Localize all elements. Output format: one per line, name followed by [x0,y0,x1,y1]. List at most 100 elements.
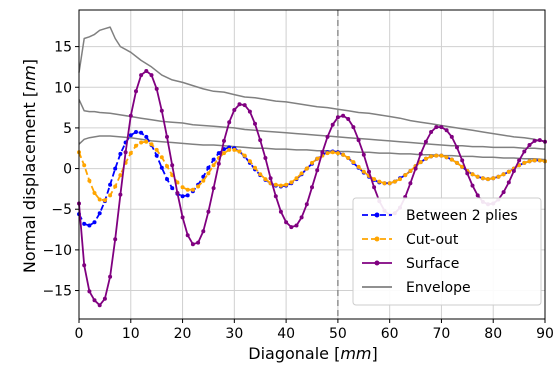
data-point-surface [408,181,413,186]
y-tick-label: −5 [51,202,72,218]
data-point-surface [227,120,232,125]
data-point-cut-out [185,187,190,192]
data-point-surface [102,296,107,301]
data-point-surface [263,156,268,160]
data-point-cut-out [325,151,330,156]
series-line-envelope-4 [78,99,546,150]
data-point-between-2-plies [118,151,123,156]
data-point-cut-out [190,187,195,192]
data-point-between-2-plies [82,221,87,226]
data-point-surface [522,149,527,154]
data-point-cut-out [361,169,366,174]
data-point-cut-out [211,163,216,168]
x-tick-label: 20 [174,326,192,342]
data-point-cut-out [341,152,346,157]
data-point-cut-out [87,178,92,183]
data-point-cut-out [403,173,408,178]
x-tick-label: 0 [75,326,84,342]
data-point-cut-out [335,151,340,156]
data-point-surface [465,171,470,176]
data-point-surface [517,158,522,163]
ticks: 0 10 20 30 40 50 60 70 80 90 −15 −10 −5 0 5 10 15 [42,40,553,342]
data-point-cut-out [491,176,496,181]
data-point-between-2-plies [165,177,169,182]
data-point-cut-out [532,158,537,163]
data-point-between-2-plies [97,211,102,216]
data-point-between-2-plies [180,194,185,199]
x-tick-label: 80 [484,326,502,342]
data-point-cut-out [113,184,118,189]
data-point-surface [97,303,102,308]
data-point-between-2-plies [201,174,206,179]
data-point-cut-out [449,157,454,162]
data-point-cut-out [196,184,201,189]
data-point-cut-out [444,155,449,160]
legend: Between 2 plies Cut-out Surface Envelope [352,197,542,306]
data-point-surface [273,194,278,199]
legend-label-between-2-plies: Between 2 plies [406,208,518,224]
data-point-surface [118,192,123,197]
data-point-cut-out [434,153,439,158]
data-point-surface [460,158,465,163]
data-point-surface [367,169,371,174]
data-point-cut-out [506,169,511,174]
data-point-surface [211,186,216,191]
data-point-surface [92,298,97,303]
data-point-surface [149,73,154,78]
x-axis-unit: mm [340,344,371,363]
data-point-surface [423,139,428,144]
data-point-cut-out [154,147,159,152]
data-point-cut-out [527,159,532,164]
data-point-surface [506,180,511,185]
y-axis-unit: nm [20,65,39,91]
data-point-cut-out [398,177,402,182]
data-point-surface [216,161,221,166]
data-point-surface [165,134,169,139]
data-point-cut-out [377,179,382,184]
data-point-between-2-plies [134,130,138,134]
data-point-cut-out [382,181,387,186]
data-point-surface [537,138,542,143]
data-point-surface [284,220,289,225]
legend-marker-surface [374,260,380,266]
y-tick-label: 0 [63,162,72,178]
data-point-between-2-plies [206,165,211,170]
legend-marker-between-2-plies [374,212,380,218]
data-point-between-2-plies [170,186,175,191]
data-point-between-2-plies [216,151,221,156]
data-point-cut-out [439,153,444,158]
x-tick-label: 50 [329,326,347,342]
data-point-surface [356,138,361,143]
data-point-cut-out [537,158,542,163]
data-point-surface [185,233,190,238]
data-point-between-2-plies [144,134,149,139]
data-point-surface [320,150,325,155]
data-point-surface [532,138,537,143]
data-point-surface [511,169,516,173]
data-point-surface [175,191,180,195]
data-point-surface [351,125,356,130]
data-point-cut-out [315,156,320,161]
data-point-surface [341,113,346,118]
data-point-cut-out [408,169,413,173]
data-point-surface [180,215,185,220]
data-point-surface [527,143,532,147]
data-point-cut-out [356,164,361,169]
data-point-cut-out [263,177,268,182]
data-point-cut-out [310,160,314,165]
x-tick-label: 60 [381,326,399,342]
data-point-cut-out [387,181,392,186]
data-point-cut-out [273,182,278,187]
data-point-cut-out [460,164,465,169]
data-point-cut-out [237,149,242,154]
data-point-surface [361,152,366,157]
data-point-surface [475,193,480,198]
data-point-surface [335,115,340,120]
data-point-cut-out [299,171,304,176]
data-point-cut-out [289,180,294,185]
data-point-cut-out [108,193,113,198]
data-point-surface [222,138,226,143]
y-axis-label-name: Normal displacement [20,102,39,273]
data-point-cut-out [144,139,149,144]
